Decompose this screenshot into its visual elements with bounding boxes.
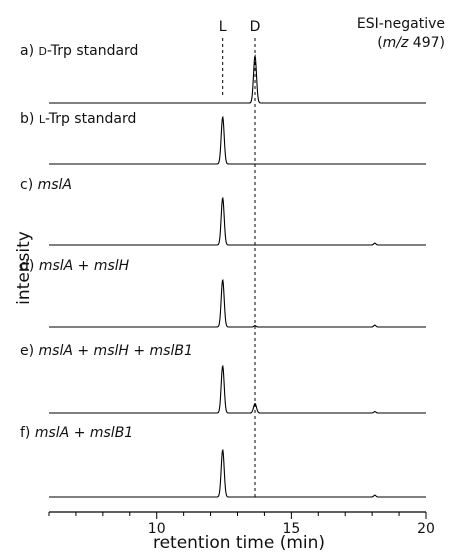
panel-label: f) mslA + mslB1 bbox=[20, 425, 133, 441]
panel-label: d) mslA + mslH bbox=[20, 258, 130, 274]
series-line bbox=[49, 364, 426, 414]
x-tick-label: 15 bbox=[282, 521, 300, 537]
panel-2: c) mslA bbox=[20, 177, 426, 246]
panel-3: d) mslA + mslH bbox=[20, 258, 426, 328]
x-axis: 10 15 20 bbox=[48, 511, 435, 537]
panel-label: a) D-Trp standard bbox=[20, 43, 138, 59]
series-line bbox=[49, 115, 426, 165]
series-line bbox=[49, 196, 426, 246]
panel-1: b) L-Trp standard bbox=[20, 111, 426, 165]
series-line bbox=[49, 448, 426, 498]
chart-panels: a) D-Trp standard b) L-Trp standard c) msl… bbox=[20, 43, 426, 498]
series-line bbox=[49, 54, 426, 104]
x-tick-label: 10 bbox=[148, 521, 166, 537]
y-axis-label: intensity bbox=[14, 231, 34, 305]
panel-label: c) mslA bbox=[20, 177, 72, 193]
x-tick-label: 20 bbox=[417, 521, 435, 537]
panel-label: e) mslA + mslH + mslB1 bbox=[20, 343, 193, 359]
mz-label: (m/z 497) bbox=[377, 35, 445, 51]
panel-4: e) mslA + mslH + mslB1 bbox=[20, 343, 426, 414]
panel-0: a) D-Trp standard bbox=[20, 43, 426, 104]
detection-mode-label: ESI-negative bbox=[357, 16, 445, 32]
x-axis-label: retention time (min) bbox=[153, 533, 325, 553]
panel-label: b) L-Trp standard bbox=[20, 111, 136, 127]
marker-label-L: L bbox=[219, 19, 227, 35]
panel-5: f) mslA + mslB1 bbox=[20, 425, 426, 498]
marker-label-D: D bbox=[250, 19, 261, 35]
series-line bbox=[49, 278, 426, 328]
